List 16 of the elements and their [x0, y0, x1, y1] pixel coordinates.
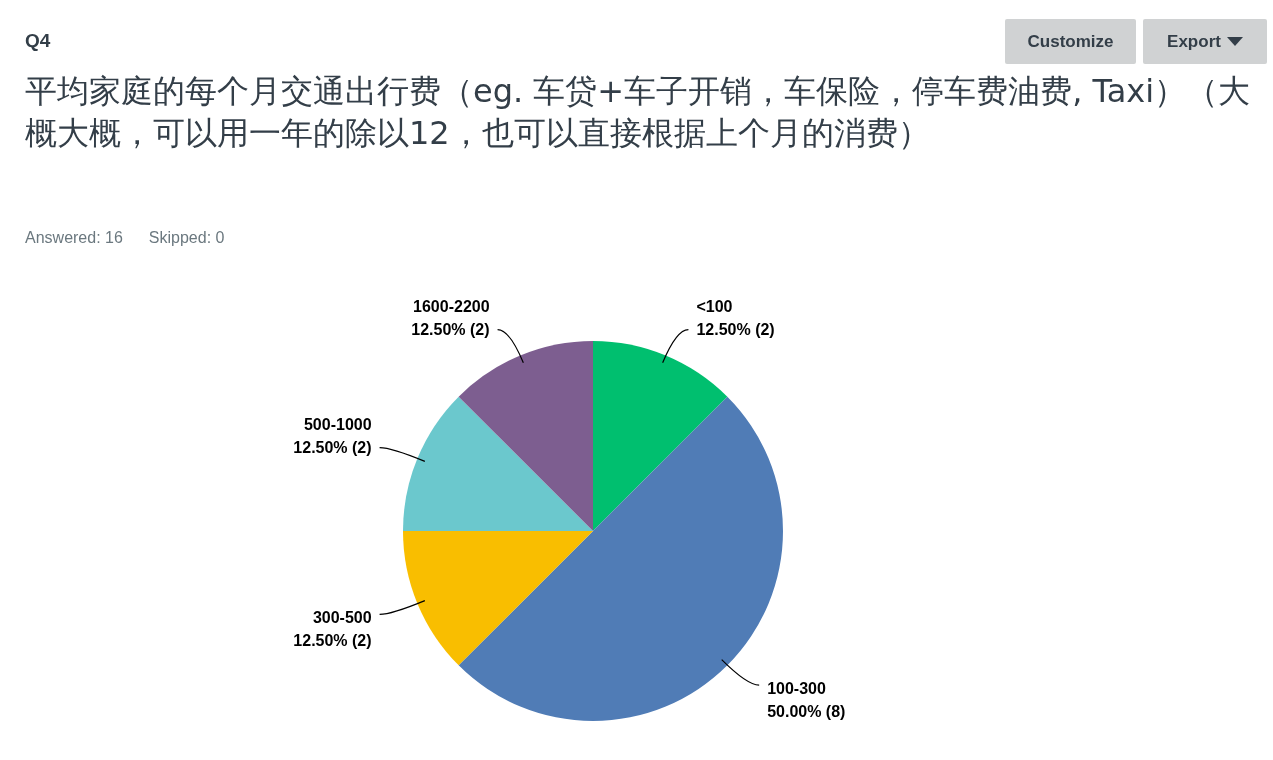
- button[interactable]: Customize: [1005, 19, 1136, 64]
- data-label: 12.50% (2): [293, 438, 372, 456]
- slice-label: 300-500: [312, 608, 372, 626]
- data-label: 12.50% (2): [411, 321, 490, 338]
- slice-label: 500-1000: [303, 415, 372, 433]
- text: Skipped: 0: [148, 229, 225, 246]
- text: Q4: [25, 30, 51, 52]
- data-label: 50.00% (8): [767, 702, 846, 720]
- button[interactable]: Export: [1143, 19, 1267, 64]
- data-label: 12.50% (2): [293, 631, 372, 649]
- slice-label: 1600-2200: [413, 298, 490, 315]
- slice-label: <100: [696, 298, 733, 315]
- chart-title: 平均家庭的每个月交通出行费（eg. 车贷+车子开销，车保险，停车费油费, Taxi）（大概大概，可以用一年的除以12，也可以直接根据上个月的消费）: [25, 71, 1252, 154]
- slice-label: 100-300: [767, 679, 826, 697]
- text: Answered: 16: [25, 229, 123, 246]
- data-label: 12.50% (2): [696, 321, 775, 338]
